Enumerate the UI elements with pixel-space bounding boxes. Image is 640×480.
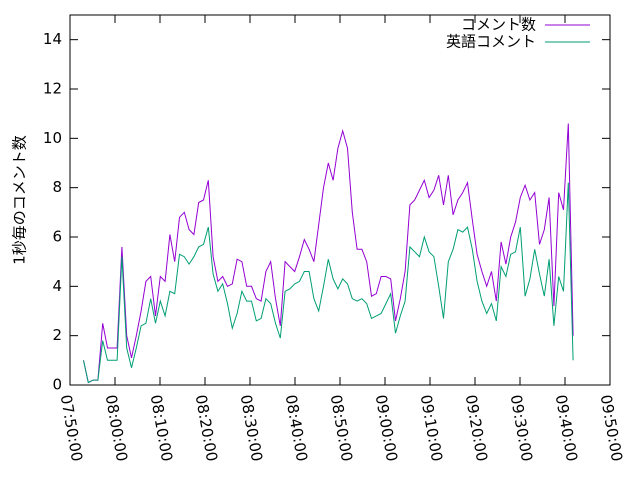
x-tick-label: 08:00:00 [102,393,131,462]
y-tick-label: 2 [52,326,62,344]
x-tick-label: 08:10:00 [147,393,176,462]
y-tick-label: 4 [52,277,62,295]
x-tick-label: 09:00:00 [372,393,401,462]
x-tick-label: 09:10:00 [417,393,446,462]
x-tick-label: 07:50:00 [57,393,86,462]
y-tick-label: 0 [52,376,62,394]
x-tick-label: 08:50:00 [327,393,356,462]
y-tick-label: 10 [43,129,62,147]
series-line [83,182,574,384]
x-tick-label: 09:50:00 [597,393,626,462]
y-axis-label: 1秒毎のコメント数 [11,135,29,265]
x-tick-label: 08:40:00 [282,393,311,462]
y-tick-label: 8 [52,178,62,196]
y-tick-label: 12 [43,80,62,98]
series-line [83,123,574,384]
y-tick-label: 6 [52,228,62,246]
x-tick-label: 08:20:00 [192,393,221,462]
legend-label: コメント数 [461,16,536,34]
legend-label: 英語コメント [446,33,536,51]
x-tick-label: 09:30:00 [507,393,536,462]
x-tick-label: 09:20:00 [462,393,491,462]
plot-border [69,14,611,386]
x-tick-label: 08:30:00 [237,393,266,462]
x-tick-label: 09:40:00 [552,393,581,462]
y-tick-label: 14 [43,30,62,48]
